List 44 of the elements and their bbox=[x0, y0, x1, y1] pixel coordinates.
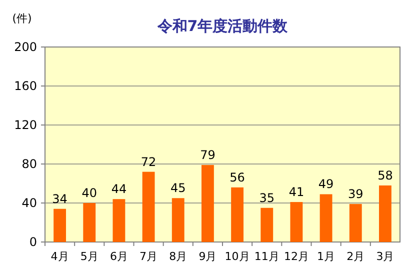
bar bbox=[83, 203, 96, 242]
bar bbox=[320, 194, 332, 242]
data-label: 41 bbox=[288, 185, 304, 200]
y-tick-label: 120 bbox=[14, 118, 37, 132]
data-label: 72 bbox=[140, 154, 156, 169]
bar bbox=[201, 164, 214, 242]
bar bbox=[54, 208, 66, 242]
x-tick-label: 5月 bbox=[80, 250, 98, 263]
y-tick-label: 0 bbox=[29, 235, 37, 249]
data-label: 40 bbox=[82, 186, 98, 200]
x-tick-label: 8月 bbox=[169, 250, 188, 263]
y-tick-label: 80 bbox=[22, 157, 37, 171]
data-label: 49 bbox=[318, 177, 334, 192]
x-tick-label: 12月 bbox=[284, 250, 309, 263]
bar bbox=[349, 204, 362, 242]
chart-title: 令和7年度活動件数 bbox=[156, 17, 289, 35]
bar bbox=[142, 172, 155, 242]
data-label: 45 bbox=[170, 181, 186, 196]
x-tick-label: 1月 bbox=[317, 250, 336, 263]
data-label: 58 bbox=[378, 168, 393, 182]
data-label: 56 bbox=[230, 170, 245, 184]
data-label: 34 bbox=[52, 192, 68, 206]
bar bbox=[112, 199, 126, 242]
bar bbox=[231, 187, 244, 242]
bar bbox=[172, 198, 184, 242]
x-tick-label: 3月 bbox=[376, 250, 394, 263]
data-label: 39 bbox=[348, 186, 364, 201]
data-label: 79 bbox=[200, 148, 216, 162]
x-tick-label: 7月 bbox=[140, 250, 158, 263]
bar bbox=[290, 202, 303, 242]
data-label: 44 bbox=[111, 182, 127, 196]
x-tick-label: 2月 bbox=[346, 250, 365, 263]
y-tick-label: 40 bbox=[22, 196, 37, 210]
x-tick-label: 10月 bbox=[224, 250, 250, 263]
bar bbox=[260, 208, 274, 242]
x-tick-label: 4月 bbox=[50, 250, 69, 263]
x-tick-label: 9月 bbox=[198, 250, 217, 263]
x-tick-label: 11月 bbox=[254, 250, 280, 263]
y-tick-label: 200 bbox=[14, 40, 37, 54]
x-tick-label: 6月 bbox=[110, 250, 128, 263]
y-tick-label: 160 bbox=[14, 79, 37, 93]
data-label: 35 bbox=[259, 190, 275, 205]
bar bbox=[378, 185, 392, 242]
y-axis-title: (件) bbox=[12, 12, 32, 25]
